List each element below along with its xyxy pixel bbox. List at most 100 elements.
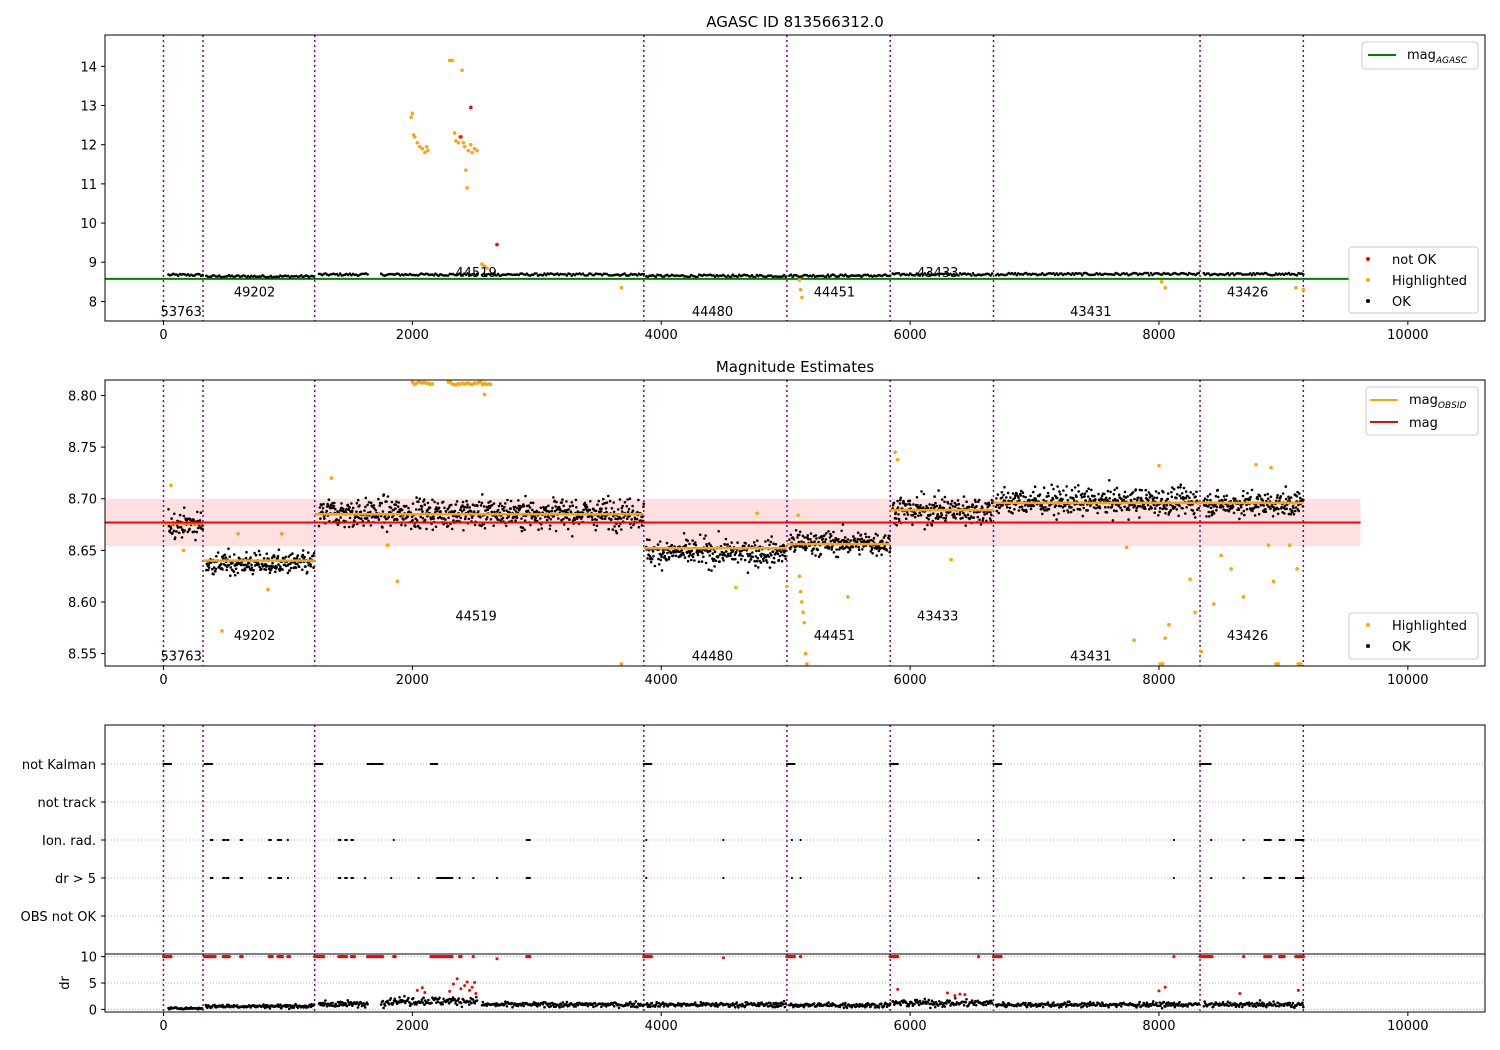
- ok-point: [1059, 493, 1062, 496]
- ok-point: [288, 569, 292, 572]
- ok-point: [1185, 506, 1188, 509]
- ok-point: [1011, 492, 1015, 495]
- ok-point: [920, 490, 923, 493]
- ok-point: [1144, 488, 1147, 492]
- ok-point: [1105, 511, 1109, 514]
- ok-point: [718, 560, 721, 563]
- dr-ok-point: [593, 1001, 597, 1005]
- p1-xtick-label: 8000: [1142, 328, 1175, 343]
- ok-point: [1266, 497, 1270, 501]
- ok-point: [1188, 496, 1191, 500]
- ok-point: [1249, 272, 1252, 275]
- ok-point: [541, 274, 545, 277]
- ok-point: [169, 527, 173, 530]
- ok-point: [981, 519, 985, 522]
- ok-point: [1160, 497, 1164, 501]
- ok-point: [1251, 509, 1254, 513]
- ok-point: [447, 506, 451, 509]
- ok-point: [997, 511, 1000, 515]
- highlighted-point: [465, 185, 469, 190]
- ok-point: [848, 548, 852, 552]
- highlighted-point: [266, 587, 270, 592]
- ok-point: [1206, 498, 1209, 502]
- ok-point: [1173, 505, 1177, 509]
- ok-point: [748, 560, 751, 564]
- ok-point: [829, 534, 833, 537]
- ok-point: [1023, 504, 1027, 507]
- p2-ytick-label: 8.60: [68, 596, 97, 611]
- ok-point: [224, 556, 228, 559]
- p2-ytick-label: 8.80: [68, 389, 97, 404]
- ok-point: [860, 537, 864, 541]
- ok-point: [192, 518, 195, 522]
- p2-xtick-label: 6000: [894, 673, 927, 688]
- dr-ok-point: [1197, 1002, 1201, 1005]
- ok-point: [974, 500, 977, 504]
- dr-ok-point: [1068, 1000, 1071, 1003]
- ok-point: [883, 545, 887, 548]
- ok-point: [918, 511, 921, 515]
- obsid-label: 44480: [692, 650, 733, 665]
- ok-point: [228, 555, 232, 558]
- panel1-legend-lower: not OK Highlighted OK: [1348, 246, 1479, 314]
- ok-point: [659, 558, 662, 562]
- ok-point: [369, 510, 372, 514]
- ok-point: [600, 507, 603, 511]
- flag-point: [345, 876, 348, 880]
- dr-ok-point: [356, 1006, 360, 1009]
- ok-point: [1120, 508, 1124, 512]
- dr-ok-point: [1137, 1002, 1141, 1006]
- ok-point: [308, 557, 312, 560]
- ok-point: [986, 505, 989, 509]
- ok-point: [580, 515, 584, 519]
- ok-point: [1210, 513, 1214, 517]
- ok-point: [916, 503, 919, 507]
- ok-point: [977, 498, 981, 502]
- ok-point: [936, 517, 940, 520]
- dr-ok-point: [926, 1000, 930, 1004]
- ok-point: [244, 556, 248, 560]
- ok-point: [733, 553, 737, 557]
- ok-point: [1052, 272, 1055, 275]
- ok-point: [463, 505, 467, 509]
- ok-point: [1122, 498, 1125, 502]
- ok-point: [1158, 506, 1162, 510]
- ok-point: [905, 503, 908, 506]
- ok-point: [1250, 273, 1254, 277]
- highlighted-point: [469, 142, 473, 147]
- ok-point: [783, 554, 787, 558]
- ok-point: [797, 540, 801, 544]
- ok-point: [971, 272, 975, 275]
- ok-point: [927, 518, 930, 521]
- ok-point: [1216, 488, 1219, 492]
- dr-ok-point: [774, 1001, 778, 1005]
- ok-point: [1179, 483, 1183, 487]
- ok-point: [461, 500, 465, 504]
- ok-point: [440, 517, 444, 520]
- ok-point: [1227, 509, 1231, 513]
- ok-point: [942, 516, 945, 520]
- ok-point: [628, 497, 632, 501]
- dr-ok-point: [1160, 1006, 1164, 1010]
- dr-ok-point: [534, 1001, 537, 1005]
- ok-point: [899, 498, 902, 502]
- ok-point: [1181, 507, 1184, 510]
- ok-point: [1042, 486, 1046, 490]
- flag-point: [223, 876, 226, 880]
- flag-point: [1209, 762, 1212, 766]
- flag-point: [241, 838, 244, 842]
- ok-point: [236, 571, 240, 575]
- highlighted-point: [475, 148, 479, 153]
- ok-point: [289, 566, 293, 570]
- ok-point: [400, 523, 403, 527]
- ok-point: [312, 275, 316, 278]
- p2-ytick-label: 8.75: [68, 441, 97, 456]
- ok-point: [182, 514, 186, 518]
- ok-point: [453, 509, 457, 513]
- dr-ok-point: [1250, 1001, 1254, 1005]
- ok-point: [535, 272, 538, 275]
- ok-point: [1231, 272, 1234, 275]
- ok-point: [828, 536, 832, 539]
- ok-point: [648, 538, 651, 542]
